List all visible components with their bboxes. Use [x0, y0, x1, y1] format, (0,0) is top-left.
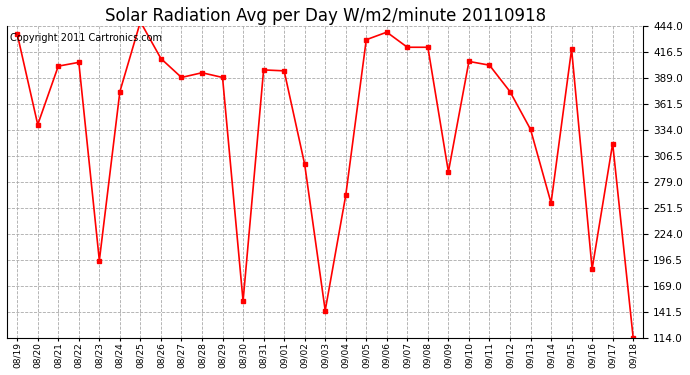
- Text: Copyright 2011 Cartronics.com: Copyright 2011 Cartronics.com: [10, 33, 162, 43]
- Title: Solar Radiation Avg per Day W/m2/minute 20110918: Solar Radiation Avg per Day W/m2/minute …: [105, 7, 546, 25]
